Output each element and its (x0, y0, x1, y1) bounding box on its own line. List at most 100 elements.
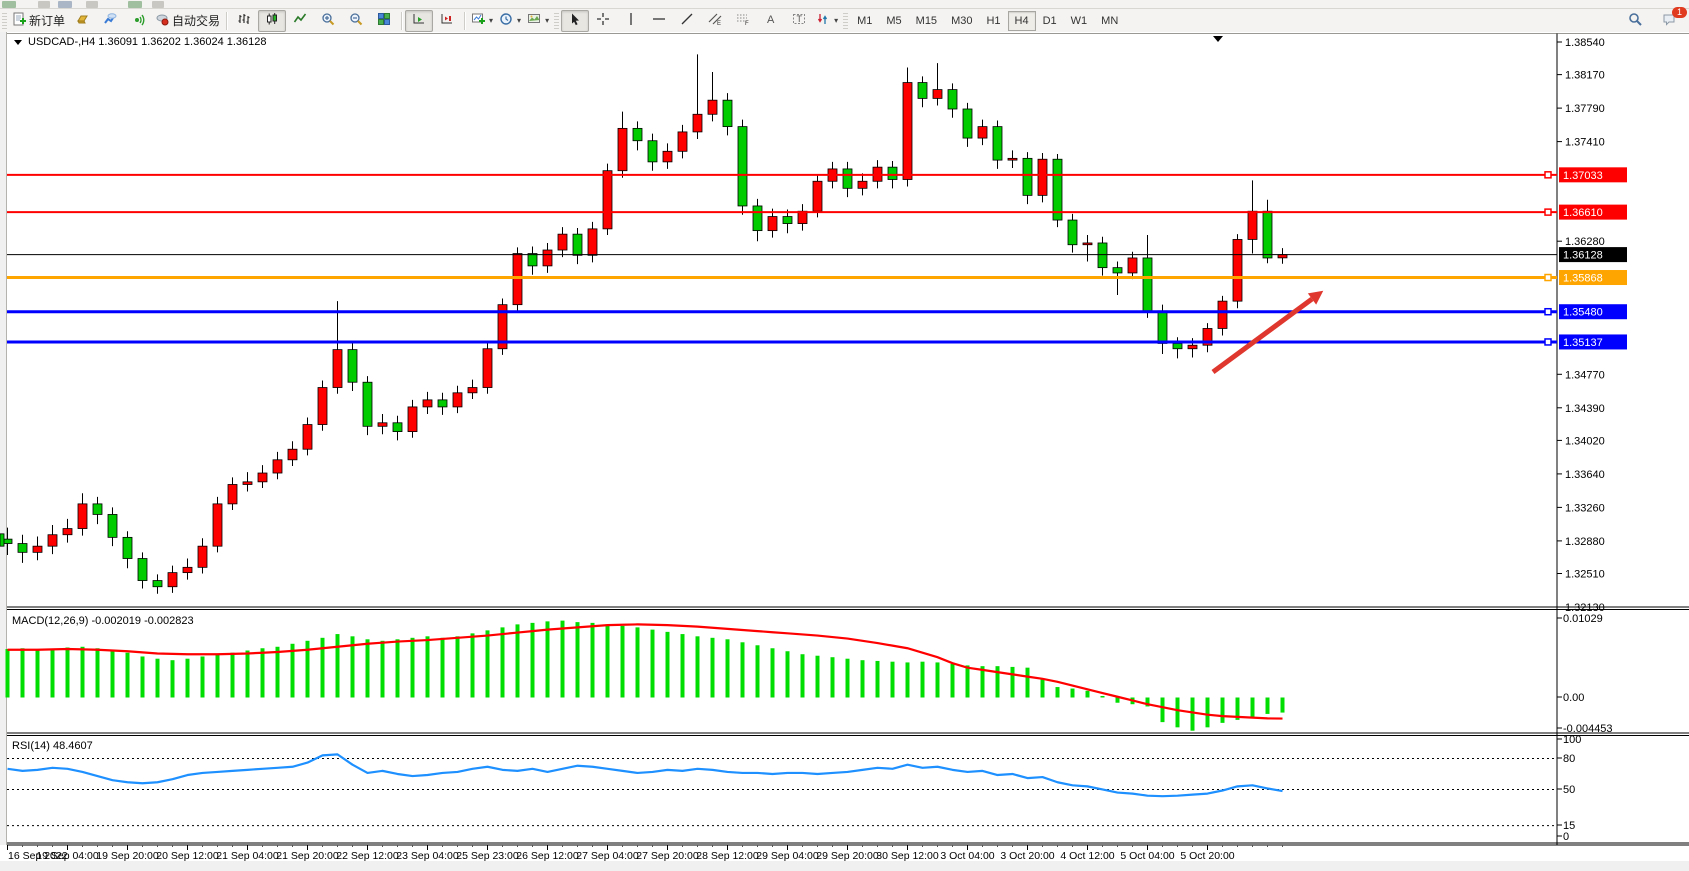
zoom-out-button[interactable] (342, 10, 370, 32)
time-label: 25 Sep 23:00 (456, 850, 519, 862)
timeframe-m30-button[interactable]: M30 (951, 14, 973, 27)
search-button[interactable] (1621, 10, 1649, 32)
trendline-button[interactable] (673, 10, 701, 32)
market-watch-button[interactable] (96, 10, 124, 32)
text-button[interactable]: A (757, 10, 785, 32)
time-label: 29 Sep 04:00 (756, 850, 819, 862)
candle-body (1037, 158, 1048, 196)
candle-body (497, 304, 508, 350)
axis-tick-label: 1.33640 (1565, 469, 1605, 481)
timeframe-mn-button[interactable]: MN (1101, 14, 1119, 27)
rsi-axis-label: 100 (1563, 734, 1581, 746)
blue-chart-icon (103, 12, 117, 29)
chart-canvas[interactable]: 1.37033 1.36610 1.36128 1.35868 1.35480 1.351… (0, 32, 1689, 866)
candle-body (257, 472, 268, 483)
auto-scroll-button[interactable] (405, 9, 434, 32)
rsi-axis-label: 15 (1563, 820, 1575, 832)
candle-body (272, 459, 283, 474)
trendline-icon (680, 12, 694, 29)
line-chart-button[interactable] (286, 10, 314, 32)
new-order-button[interactable]: 新订单 (9, 10, 68, 32)
trend-arrow-head[interactable] (1307, 290, 1324, 305)
candle-body (1082, 242, 1093, 246)
scroll-group (405, 9, 461, 32)
vertical-line-button[interactable] (617, 10, 645, 32)
chart-shift-marker[interactable] (1213, 36, 1223, 42)
candle-body (197, 545, 208, 568)
signals-button[interactable] (124, 10, 152, 32)
trend-arrow-line[interactable] (1211, 296, 1314, 375)
timeframe-h4-button[interactable]: H4 (1007, 10, 1036, 31)
macd-signal-line (7, 623, 1283, 720)
timeframe-m15-button[interactable]: M15 (915, 14, 938, 27)
time-label: 21 Sep 20:00 (276, 850, 339, 862)
hline-handle[interactable] (1544, 338, 1552, 346)
axis-tick-label: 1.36280 (1565, 236, 1605, 248)
time-label: 3 Oct 20:00 (1000, 850, 1054, 862)
auto-trading-button[interactable]: 自动交易 (152, 10, 223, 32)
candle-body (902, 82, 913, 180)
candlestick-chart-button[interactable] (258, 9, 287, 32)
trade-button-group: 新订单 自动交易 (9, 10, 223, 32)
time-label: 22 Sep 12:00 (336, 850, 399, 862)
clipped-icon-fragment (152, 1, 164, 8)
price-label-box (1559, 247, 1627, 263)
notifications-button[interactable]: 1 (1655, 6, 1687, 32)
toolbar-grip[interactable] (843, 12, 849, 29)
time-label: 27 Sep 20:00 (636, 850, 699, 862)
toolbar-right-group: 1 (1621, 6, 1687, 32)
chart-shift-button[interactable] (433, 10, 461, 32)
bar-chart-button[interactable] (230, 10, 258, 32)
search-icon (1628, 12, 1642, 29)
hline-handle[interactable] (1544, 273, 1552, 282)
candle-body (587, 228, 598, 256)
fibo-icon: F (736, 12, 750, 29)
hline-handle[interactable] (1544, 208, 1552, 216)
candle-body (707, 99, 718, 115)
timeframe-h1-button[interactable]: H1 (986, 14, 1001, 27)
metaeditor-button[interactable] (68, 10, 96, 32)
axis-tick-label: 1.34770 (1565, 369, 1605, 381)
hline-handle[interactable] (1544, 171, 1552, 179)
periods-button[interactable]: ▾ (496, 10, 524, 32)
timeframe-d1-button[interactable]: D1 (1042, 14, 1057, 27)
templates-button[interactable]: ▾ (524, 10, 552, 32)
candle-body (542, 249, 553, 267)
axis-tick-label: 1.38170 (1565, 70, 1605, 82)
zoom-in-button[interactable] (314, 10, 342, 32)
toolbar-grip[interactable] (2, 12, 7, 29)
label-button[interactable]: T (785, 10, 813, 32)
axis-tick-label: 1.34020 (1565, 435, 1605, 447)
time-label: 5 Oct 04:00 (1120, 850, 1174, 862)
timeframe-m5-button[interactable]: M5 (886, 14, 902, 27)
timeframe-m1-button[interactable]: M1 (857, 14, 873, 27)
timeframe-w1-button[interactable]: W1 (1070, 14, 1088, 27)
crosshair-button[interactable] (589, 10, 617, 32)
candle-body (227, 484, 238, 505)
indicators-icon (471, 12, 486, 29)
candle-body (362, 381, 373, 427)
shapes-button[interactable]: ▾ (813, 10, 841, 32)
crosshair-icon (596, 12, 610, 29)
main-toolbar: 新订单 自动交易 ▾ ▾ ▾ E F A T ▾ M1 M5 M15 M30 H1 H4 D1 W1 MN 1 (0, 6, 1689, 33)
horizontal-line-button[interactable] (645, 10, 673, 32)
candle-body (1007, 157, 1018, 161)
candle-body (812, 180, 823, 212)
hline-handle[interactable] (1544, 307, 1552, 316)
chevron-down-icon: ▾ (489, 16, 494, 25)
toolbar-separator (464, 11, 466, 30)
fibonacci-button[interactable]: F (729, 10, 757, 32)
one-click-trading-toggle[interactable] (14, 40, 22, 45)
channel-button[interactable]: E (701, 10, 729, 32)
indicators-button[interactable]: ▾ (468, 10, 496, 32)
svg-text:A: A (767, 14, 775, 26)
price-label-box (1559, 204, 1627, 220)
toolbar-grip[interactable] (554, 12, 560, 29)
candle-body (572, 233, 583, 256)
rsi-axis-label: 0 (1563, 831, 1569, 843)
axis-tick-label: 1.34390 (1565, 403, 1605, 415)
cursor-button[interactable] (561, 9, 590, 32)
new-order-icon (12, 12, 26, 29)
tile-windows-button[interactable] (370, 10, 398, 32)
chevron-down-icon: ▾ (545, 16, 550, 25)
